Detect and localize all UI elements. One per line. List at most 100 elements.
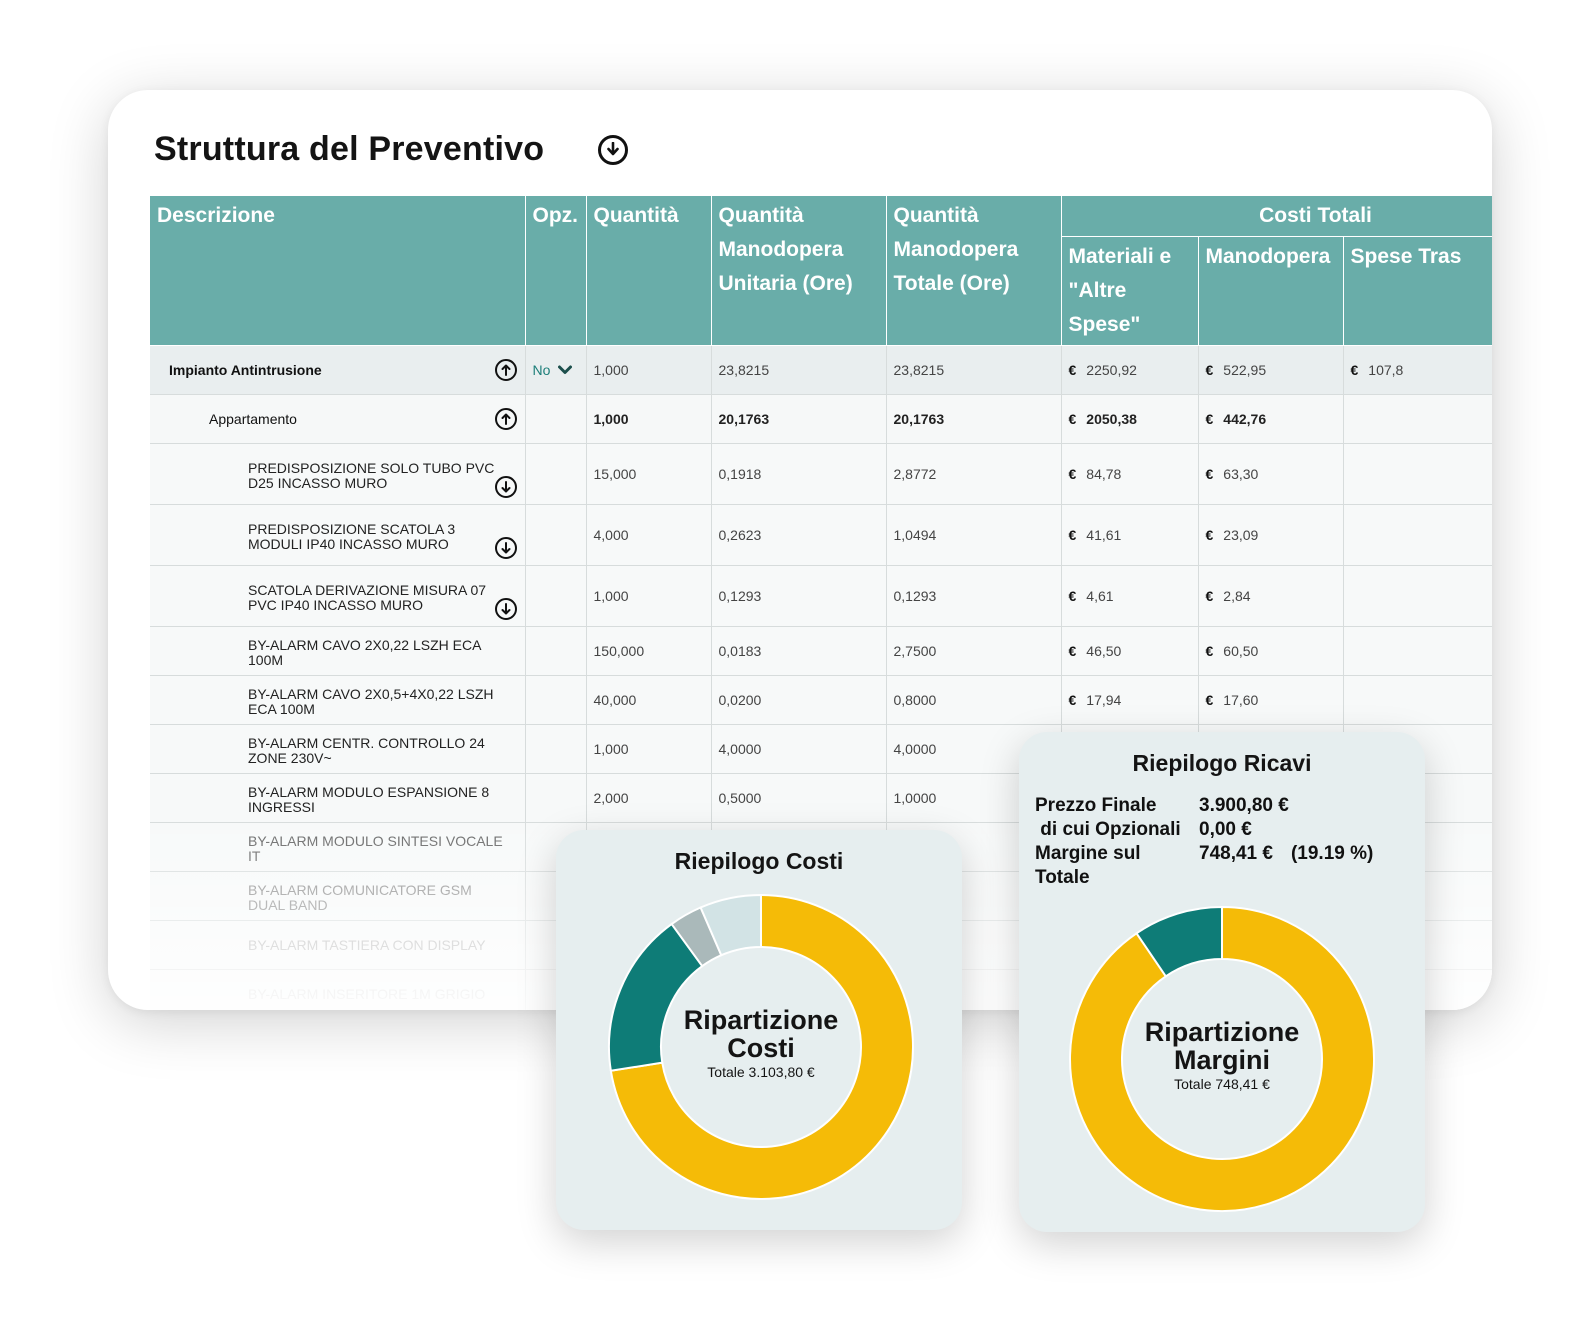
- cell-spese: [1343, 626, 1492, 676]
- donut-ricavi: Ripartizione Margini Totale 748,41 €: [1067, 904, 1377, 1214]
- margine-label: Margine sul: [1035, 843, 1141, 864]
- cell-description: PREDISPOSIZIONE SCATOLA 3 MODULI IP40 IN…: [150, 504, 526, 566]
- cell-description: BY-ALARM TASTIERA CON DISPLAY: [150, 920, 526, 970]
- cell-opz: [525, 724, 587, 774]
- cell-materiali: €46,50: [1061, 626, 1199, 676]
- ricavi-total: Totale 748,41 €: [1174, 1076, 1270, 1092]
- cell-qmt: 23,8215: [886, 345, 1062, 395]
- cell-spese: [1343, 565, 1492, 627]
- cell-materiali: €41,61: [1061, 504, 1199, 566]
- col-costi-totali[interactable]: Costi Totali: [1061, 196, 1492, 237]
- cell-description: BY-ALARM CAVO 2X0,22 LSZH ECA 100M: [150, 626, 526, 676]
- table-row[interactable]: Impianto Antintrusione No 1,000 23,8215 …: [150, 345, 1492, 395]
- opzionali-value: 0,00 €: [1199, 819, 1252, 840]
- margini-slice-1[interactable]: [1135, 905, 1223, 978]
- cell-opz[interactable]: No: [525, 345, 587, 395]
- cell-qmu: 4,0000: [711, 724, 887, 774]
- cell-opz: [525, 675, 587, 725]
- arrow-down-circle-icon[interactable]: [494, 598, 517, 620]
- cell-qmt: 1,0494: [886, 504, 1062, 566]
- table-row[interactable]: Appartamento 1,000 20,1763 20,1763 €2050…: [150, 394, 1492, 444]
- ricavi-summary: Prezzo Finale 3.900,80 € di cui Opzionali…: [1035, 794, 1373, 890]
- cell-description: BY-ALARM CAVO 2X0,5+4X0,22 LSZH ECA 100M: [150, 675, 526, 725]
- col-quantita[interactable]: Quantità: [586, 196, 712, 346]
- cell-qmu: 0,1293: [711, 565, 887, 627]
- cell-manodopera: €2,84: [1198, 565, 1344, 627]
- cell-quantita: 15,000: [586, 443, 712, 505]
- table-row[interactable]: BY-ALARM CAVO 2X0,22 LSZH ECA 100M 150,0…: [150, 626, 1492, 676]
- cell-description: SCATOLA DERIVAZIONE MISURA 07 PVC IP40 I…: [150, 565, 526, 627]
- riepilogo-costi-panel: Riepilogo Costi Ripartizione Costi Total…: [556, 830, 962, 1230]
- costi-total: Totale 3.103,80 €: [707, 1064, 815, 1080]
- cell-materiali: €84,78: [1061, 443, 1199, 505]
- cell-spese: [1343, 443, 1492, 505]
- cell-manodopera: €60,50: [1198, 626, 1344, 676]
- opzionali-label: di cui Opzionali: [1035, 819, 1181, 840]
- cell-quantita: 1,000: [586, 724, 712, 774]
- cell-materiali: €2050,38: [1061, 394, 1199, 444]
- cell-opz: [525, 565, 587, 627]
- table-row[interactable]: PREDISPOSIZIONE SOLO TUBO PVC D25 INCASS…: [150, 443, 1492, 505]
- margini-slice-0[interactable]: [1069, 905, 1375, 1212]
- cell-spese: €107,8: [1343, 345, 1492, 395]
- cell-materiali: €4,61: [1061, 565, 1199, 627]
- col-spese-trasferta[interactable]: Spese Tras: [1343, 236, 1492, 346]
- cell-qmt: 20,1763: [886, 394, 1062, 444]
- cell-qmu: 0,5000: [711, 773, 887, 823]
- cell-opz: [525, 394, 587, 444]
- cell-qmu: 0,2623: [711, 504, 887, 566]
- cell-qmt: 2,8772: [886, 443, 1062, 505]
- costi-slice-0[interactable]: [609, 893, 914, 1200]
- table-row[interactable]: PREDISPOSIZIONE SCATOLA 3 MODULI IP40 IN…: [150, 504, 1492, 566]
- cell-description: BY-ALARM CENTR. CONTROLLO 24 ZONE 230V~: [150, 724, 526, 774]
- cell-qmu: 20,1763: [711, 394, 887, 444]
- cell-spese: [1343, 675, 1492, 725]
- preventivo-table: Descrizione Opz. Quantità Quantità Manod…: [150, 196, 1492, 1010]
- margine-value: 748,41 €: [1199, 843, 1273, 864]
- cell-qmu: 0,0200: [711, 675, 887, 725]
- table-row[interactable]: SCATOLA DERIVAZIONE MISURA 07 PVC IP40 I…: [150, 565, 1492, 627]
- cell-opz: [525, 443, 587, 505]
- opz-select[interactable]: No: [533, 362, 573, 378]
- cell-qmu: 0,0183: [711, 626, 887, 676]
- cell-quantita: 2,000: [586, 773, 712, 823]
- cell-quantita: 1,000: [586, 394, 712, 444]
- cell-description: PREDISPOSIZIONE SOLO TUBO PVC D25 INCASS…: [150, 443, 526, 505]
- donut-ricavi-center: Ripartizione Margini Totale 748,41 €: [1067, 1018, 1377, 1092]
- cell-opz: [525, 626, 587, 676]
- page-title: Struttura del Preventivo: [154, 130, 545, 168]
- costi-title: Riepilogo Costi: [674, 848, 844, 874]
- cell-qmu: 0,1918: [711, 443, 887, 505]
- cell-description: BY-ALARM INSERITORE 1M GRIGIO: [150, 969, 526, 1010]
- cell-qmu: 23,8215: [711, 345, 887, 395]
- col-manodopera[interactable]: Manodopera: [1198, 236, 1344, 346]
- col-opz[interactable]: Opz.: [525, 196, 587, 346]
- arrow-down-circle-icon[interactable]: [494, 476, 517, 498]
- costi-slice-3[interactable]: [699, 893, 762, 957]
- col-quantita-manodopera-unitaria[interactable]: Quantità Manodopera Unitaria (Ore): [711, 196, 887, 346]
- cell-qmt: 0,1293: [886, 565, 1062, 627]
- cell-qmt: 4,0000: [886, 724, 1062, 774]
- ricavi-title: Riepilogo Ricavi: [1132, 750, 1312, 776]
- cell-quantita: 4,000: [586, 504, 712, 566]
- arrow-up-circle-icon[interactable]: [494, 359, 517, 381]
- arrow-down-circle-icon[interactable]: [494, 537, 517, 559]
- cell-description: BY-ALARM MODULO ESPANSIONE 8 INGRESSI: [150, 773, 526, 823]
- margine-label-2: Totale: [1035, 867, 1090, 888]
- col-quantita-manodopera-totale[interactable]: Quantità Manodopera Totale (Ore): [886, 196, 1062, 346]
- cell-opz: [525, 504, 587, 566]
- cell-manodopera: €442,76: [1198, 394, 1344, 444]
- cell-manodopera: €522,95: [1198, 345, 1344, 395]
- cell-spese: [1343, 504, 1492, 566]
- download-circle-icon[interactable]: [598, 134, 629, 165]
- cell-manodopera: €23,09: [1198, 504, 1344, 566]
- arrow-up-circle-icon[interactable]: [494, 408, 517, 430]
- col-descrizione[interactable]: Descrizione: [150, 196, 526, 346]
- table-row[interactable]: BY-ALARM CAVO 2X0,5+4X0,22 LSZH ECA 100M…: [150, 675, 1492, 725]
- col-materiali[interactable]: Materiali e "Altre Spese": [1061, 236, 1199, 346]
- cell-quantita: 1,000: [586, 565, 712, 627]
- chevron-down-icon: [558, 365, 573, 374]
- margine-pct: (19.19 %): [1290, 843, 1374, 864]
- cell-quantita: 40,000: [586, 675, 712, 725]
- cell-qmt: 2,7500: [886, 626, 1062, 676]
